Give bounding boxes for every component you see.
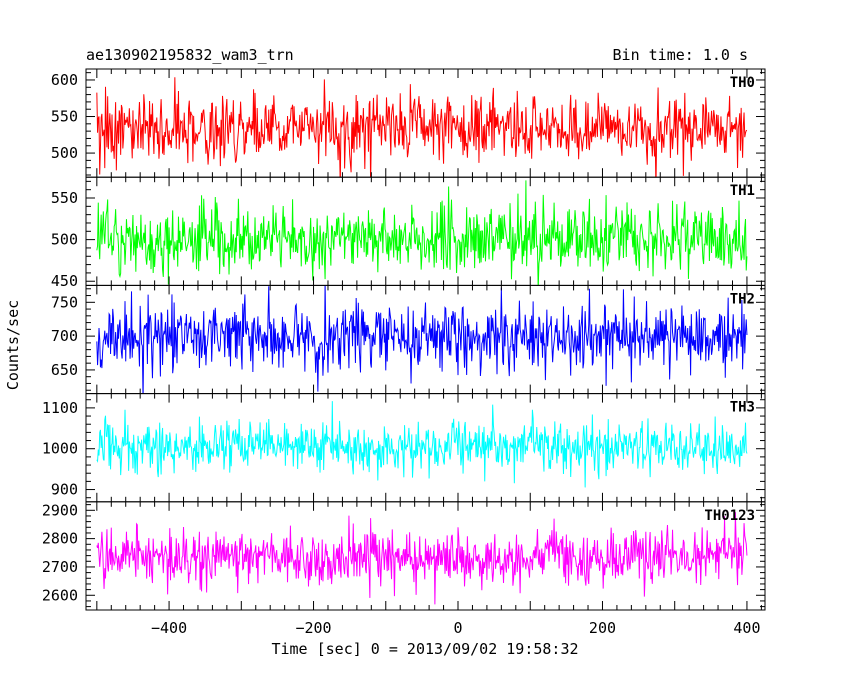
y-tick-label: 500 xyxy=(51,144,78,162)
series-line-th1 xyxy=(96,180,748,286)
panel-label-th1: TH1 xyxy=(730,183,755,199)
panel-th0123: 2600 2700 2800 2900 TH0123 xyxy=(42,501,766,611)
y-axis-title: Counts/sec xyxy=(4,300,22,390)
y-tick-label: 750 xyxy=(51,293,78,311)
series-line-th2 xyxy=(96,285,748,394)
y-tick-label: 550 xyxy=(51,189,78,207)
x-tick-label: 200 xyxy=(589,619,616,637)
panel-label-th0: TH0 xyxy=(730,75,755,91)
panel-th3: 900 1000 1100 TH3 xyxy=(42,393,766,503)
y-tick-label: 2800 xyxy=(42,530,78,548)
x-tick-label: 400 xyxy=(733,619,760,637)
y-tick-label: 900 xyxy=(51,481,78,499)
y-tick-label: 600 xyxy=(51,71,78,89)
y-tick-label: 650 xyxy=(51,361,78,379)
panel-label-th3: TH3 xyxy=(730,400,755,416)
bin-time-label: Bin time: 1.0 s xyxy=(613,46,748,64)
x-tick-label: 0 xyxy=(453,619,462,637)
panel-th2: 650 700 750 TH2 xyxy=(51,284,766,395)
y-tick-label: 2900 xyxy=(42,501,78,519)
y-tick-label: 1100 xyxy=(42,399,78,417)
y-tick-label: 2600 xyxy=(42,586,78,604)
x-axis: −400 −200 0 200 400 xyxy=(151,619,760,637)
panel-label-th2: TH2 xyxy=(730,291,755,307)
y-tick-label: 700 xyxy=(51,327,78,345)
y-tick-label: 550 xyxy=(51,108,78,126)
series-line-th0 xyxy=(96,77,748,178)
y-tick-label: 500 xyxy=(51,231,78,249)
panel-label-th0123: TH0123 xyxy=(704,508,755,524)
y-tick-label: 450 xyxy=(51,272,78,290)
y-tick-label: 1000 xyxy=(42,440,78,458)
panels-group: 500 550 600 TH0 450 500 550 TH1 650 700 750 TH2 900 1… xyxy=(42,68,766,611)
series-line-th0123 xyxy=(96,512,748,605)
plot-title: ae130902195832_wam3_trn xyxy=(86,46,294,64)
panel-th0: 500 550 600 TH0 xyxy=(51,68,766,178)
x-tick-label: −400 xyxy=(151,619,187,637)
series-line-th3 xyxy=(96,401,748,488)
x-axis-title: Time [sec] 0 = 2013/09/02 19:58:32 xyxy=(271,640,578,658)
y-tick-label: 2700 xyxy=(42,558,78,576)
x-tick-label: −200 xyxy=(295,619,331,637)
panel-th1: 450 500 550 TH1 xyxy=(51,176,766,290)
